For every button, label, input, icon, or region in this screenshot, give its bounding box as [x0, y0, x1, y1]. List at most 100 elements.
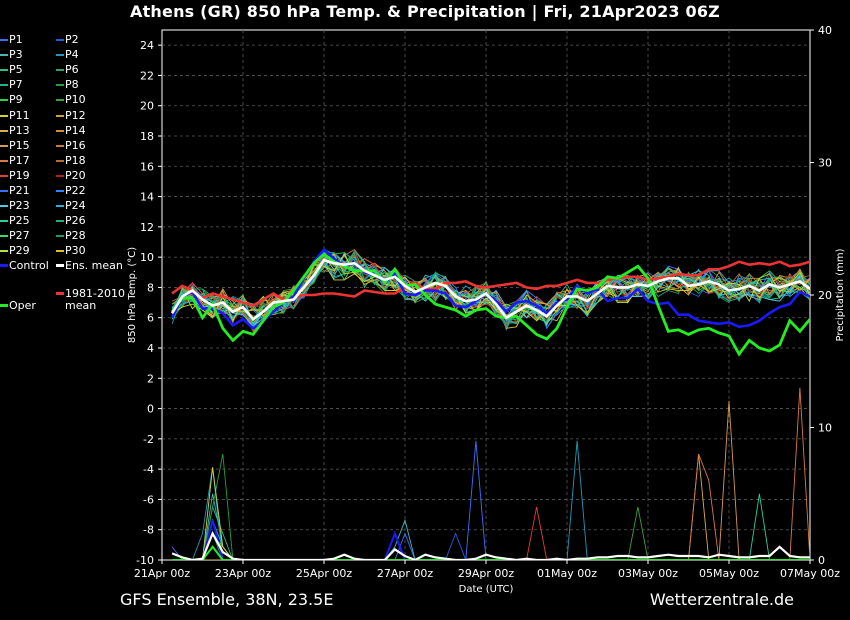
- precip-member-line: [172, 505, 810, 560]
- y-tick-label: 4: [147, 342, 154, 355]
- legend-label: Oper: [9, 299, 36, 312]
- legend-swatch: [56, 205, 64, 208]
- y-tick-label: 22: [140, 69, 154, 82]
- legend-label: P8: [65, 78, 79, 92]
- y-tick-label: 18: [140, 130, 154, 143]
- legend-swatch: [0, 174, 8, 177]
- legend-label: P26: [65, 214, 86, 228]
- y-tick-label: 24: [140, 39, 154, 52]
- legend-swatch: [0, 250, 8, 253]
- precip-member-line: [172, 453, 810, 560]
- legend-label: P16: [65, 138, 86, 152]
- legend-swatch: [0, 69, 8, 72]
- legend-swatch: [56, 235, 64, 238]
- legend-swatch: [56, 129, 64, 132]
- y-tick-label: 10: [140, 251, 154, 264]
- x-tick-label: 01May 00z: [537, 567, 597, 580]
- legend-swatch: [0, 144, 8, 147]
- precip-mean-line: [171, 530, 810, 560]
- legend-swatch: [56, 39, 64, 41]
- precip-member-line: [172, 532, 810, 560]
- precip-member-line: [172, 506, 810, 560]
- legend-label: P15: [9, 138, 30, 152]
- precip-member-line: [172, 558, 810, 560]
- series-line-climate: [171, 260, 810, 308]
- legend-swatch: [0, 220, 8, 223]
- legend-swatch: [0, 39, 8, 41]
- legend-label: P1: [9, 33, 23, 46]
- precip-member-line: [172, 532, 810, 560]
- legend-label: P17: [9, 153, 30, 167]
- precip-member-line: [171, 440, 810, 560]
- legend-swatch: [0, 159, 8, 162]
- legend-label: Control: [9, 259, 49, 272]
- legend-label: P18: [65, 153, 86, 167]
- legend-label: P2: [65, 33, 79, 46]
- y2-tick-label: 0: [818, 554, 825, 567]
- precip-member-line: [172, 493, 810, 560]
- precip-member-line: [172, 467, 810, 560]
- y-tick-label: -10: [136, 554, 154, 567]
- precip-member-line: [172, 559, 810, 560]
- legend-swatch: [0, 304, 8, 307]
- legend-swatch: [56, 114, 64, 117]
- legend-label: P7: [9, 78, 23, 92]
- temp-member-line: [171, 253, 810, 319]
- precip-member-line: [172, 440, 810, 560]
- chart-title: Athens (GR) 850 hPa Temp. & Precipitatio…: [130, 2, 720, 21]
- legend-label: P13: [9, 123, 30, 137]
- y-tick-label: -2: [143, 433, 154, 446]
- precip-member-line: [172, 506, 810, 560]
- series-line-mean: [170, 258, 810, 321]
- legend-label: P5: [9, 63, 23, 77]
- temp-member-line: [171, 251, 810, 322]
- legend-label: 1981-2010: [65, 287, 125, 300]
- x-tick-label: 07May 00z: [780, 567, 840, 580]
- legend-label: P23: [9, 199, 30, 213]
- footer-site-name: Wetterzentrale.de: [649, 590, 794, 609]
- legend-label: P3: [9, 48, 23, 62]
- x-tick-label: 27Apr 00z: [377, 567, 434, 580]
- legend-swatch: [0, 54, 8, 57]
- precip-member-line: [172, 453, 810, 560]
- y2-tick-label: 40: [818, 24, 832, 37]
- legend-label: P19: [9, 168, 30, 182]
- legend-label: P6: [65, 63, 79, 77]
- x-axis-label: Date (UTC): [459, 584, 514, 595]
- y-tick-label: 14: [140, 191, 154, 204]
- y-tick-label: 16: [140, 160, 154, 173]
- precip-member-line: [172, 559, 810, 560]
- precip-control-line: [172, 520, 810, 560]
- precip-member-line: [172, 518, 810, 560]
- legend-label: P12: [65, 108, 86, 122]
- footer-model-info: GFS Ensemble, 38N, 23.5E: [120, 590, 334, 609]
- temp-member-line: [171, 259, 810, 325]
- legend-label: P22: [65, 184, 86, 197]
- legend-swatch: [56, 144, 64, 147]
- precip-member-line: [172, 532, 810, 560]
- legend-label: mean: [65, 299, 97, 312]
- legend-label: P20: [65, 168, 86, 182]
- legend-swatch: [56, 264, 64, 267]
- y-tick-label: -4: [143, 463, 154, 476]
- legend-label: P27: [9, 229, 30, 243]
- legend-label: P10: [65, 93, 86, 107]
- legend-label: P30: [65, 244, 86, 258]
- precip-member-line: [172, 400, 810, 560]
- legend-label: P29: [9, 244, 30, 258]
- x-tick-label: 03May 00z: [618, 567, 678, 580]
- legend-swatch: [56, 99, 64, 102]
- legend-label: P21: [9, 184, 30, 197]
- precip-member-line: [172, 493, 810, 560]
- precip-member-line: [172, 387, 810, 560]
- y-tick-label: 8: [147, 281, 154, 294]
- x-tick-label: 05May 00z: [699, 567, 759, 580]
- x-tick-label: 25Apr 00z: [296, 567, 353, 580]
- legend-label: P14: [65, 123, 86, 137]
- y2-axis-label: Precipitation (mm): [835, 248, 846, 341]
- legend-swatch: [56, 292, 64, 295]
- y-tick-label: -8: [143, 524, 154, 537]
- y-axis-label: 850 hPa Temp. (°C): [127, 247, 138, 343]
- legend-swatch: [0, 235, 8, 238]
